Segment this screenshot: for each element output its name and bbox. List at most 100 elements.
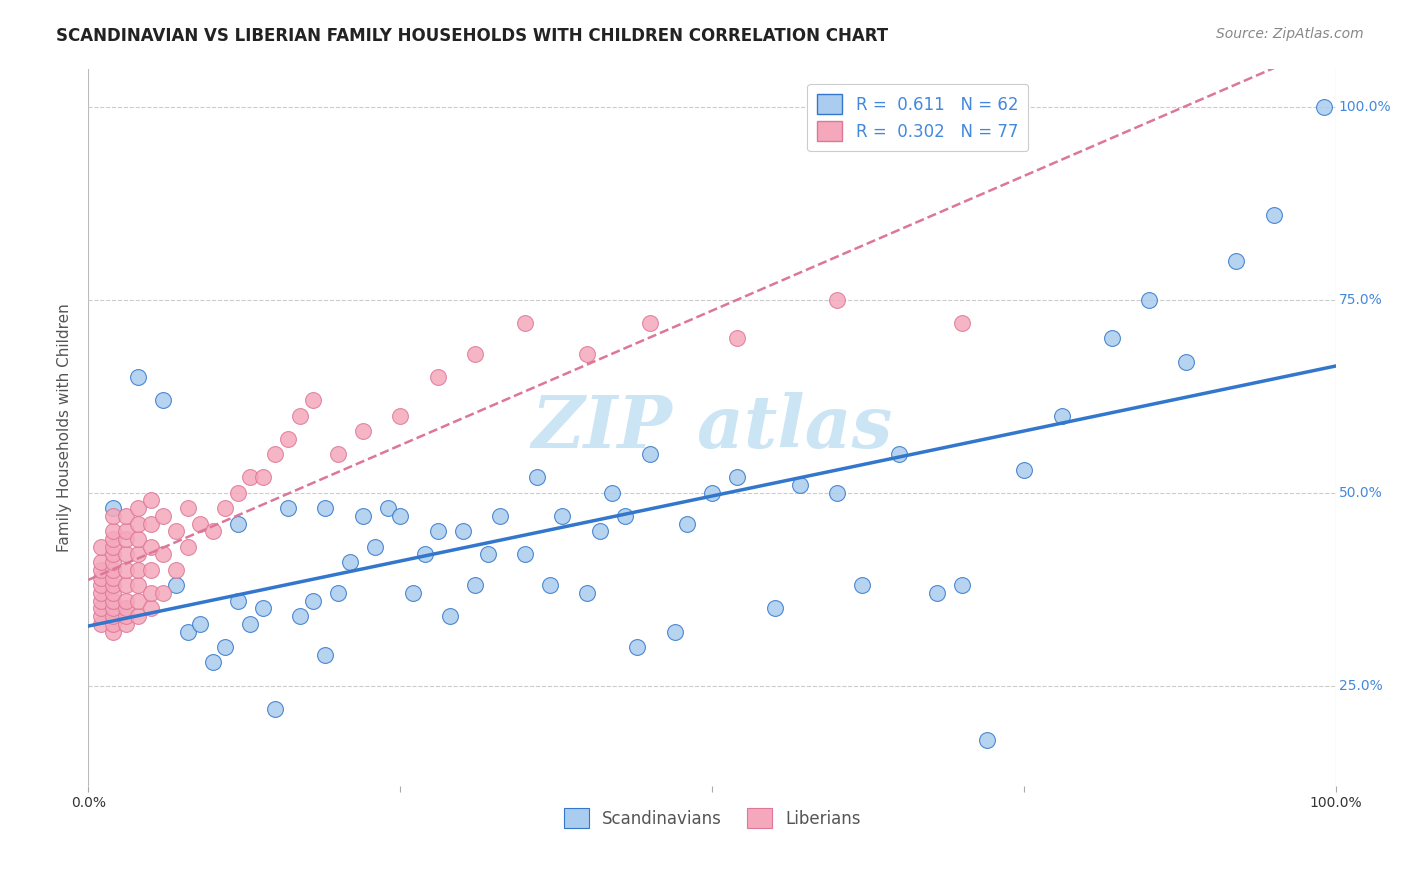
Y-axis label: Family Households with Children: Family Households with Children bbox=[58, 302, 72, 551]
Point bbox=[139, 563, 162, 577]
Point bbox=[264, 447, 287, 461]
Point bbox=[101, 578, 124, 592]
Point bbox=[352, 508, 374, 523]
Point bbox=[90, 609, 112, 624]
Point bbox=[1225, 254, 1247, 268]
Point bbox=[165, 578, 187, 592]
Text: 25.0%: 25.0% bbox=[1339, 679, 1382, 692]
Point bbox=[90, 540, 112, 554]
Point bbox=[339, 555, 361, 569]
Point bbox=[626, 640, 648, 654]
Point bbox=[613, 508, 636, 523]
Point bbox=[538, 578, 561, 592]
Point bbox=[101, 540, 124, 554]
Point bbox=[101, 548, 124, 562]
Point bbox=[239, 616, 262, 631]
Point bbox=[90, 586, 112, 600]
Point bbox=[114, 593, 136, 607]
Point bbox=[177, 501, 200, 516]
Point bbox=[139, 540, 162, 554]
Point bbox=[101, 609, 124, 624]
Point bbox=[101, 501, 124, 516]
Point bbox=[301, 393, 323, 408]
Point bbox=[139, 493, 162, 508]
Point bbox=[127, 516, 149, 531]
Point bbox=[101, 616, 124, 631]
Point bbox=[152, 548, 174, 562]
Point bbox=[464, 578, 486, 592]
Point bbox=[127, 370, 149, 384]
Point bbox=[152, 586, 174, 600]
Point bbox=[214, 640, 236, 654]
Point bbox=[551, 508, 574, 523]
Point bbox=[389, 508, 412, 523]
Point bbox=[114, 548, 136, 562]
Point bbox=[101, 593, 124, 607]
Point bbox=[1050, 409, 1073, 423]
Point bbox=[851, 578, 873, 592]
Point bbox=[489, 508, 512, 523]
Point bbox=[190, 616, 212, 631]
Text: 50.0%: 50.0% bbox=[1339, 486, 1382, 500]
Point bbox=[464, 347, 486, 361]
Point bbox=[439, 609, 461, 624]
Point bbox=[638, 447, 661, 461]
Point bbox=[326, 447, 349, 461]
Point bbox=[214, 501, 236, 516]
Text: 75.0%: 75.0% bbox=[1339, 293, 1382, 307]
Point bbox=[326, 586, 349, 600]
Point bbox=[101, 532, 124, 546]
Point bbox=[90, 601, 112, 615]
Point bbox=[725, 470, 748, 484]
Point bbox=[1101, 331, 1123, 345]
Point bbox=[114, 563, 136, 577]
Point bbox=[165, 524, 187, 539]
Point bbox=[90, 593, 112, 607]
Point bbox=[177, 540, 200, 554]
Point bbox=[127, 532, 149, 546]
Point bbox=[825, 485, 848, 500]
Point bbox=[114, 524, 136, 539]
Point bbox=[664, 624, 686, 639]
Point bbox=[526, 470, 548, 484]
Point bbox=[477, 548, 499, 562]
Point bbox=[290, 409, 312, 423]
Point bbox=[101, 601, 124, 615]
Point bbox=[352, 424, 374, 438]
Point bbox=[139, 516, 162, 531]
Point bbox=[389, 409, 412, 423]
Point bbox=[314, 648, 336, 662]
Point bbox=[114, 601, 136, 615]
Point bbox=[127, 609, 149, 624]
Point bbox=[201, 656, 224, 670]
Point bbox=[165, 563, 187, 577]
Point bbox=[314, 501, 336, 516]
Point bbox=[101, 524, 124, 539]
Point bbox=[638, 316, 661, 330]
Point bbox=[127, 563, 149, 577]
Point bbox=[277, 432, 299, 446]
Point bbox=[90, 563, 112, 577]
Point bbox=[576, 347, 599, 361]
Point bbox=[139, 601, 162, 615]
Point bbox=[725, 331, 748, 345]
Text: SCANDINAVIAN VS LIBERIAN FAMILY HOUSEHOLDS WITH CHILDREN CORRELATION CHART: SCANDINAVIAN VS LIBERIAN FAMILY HOUSEHOL… bbox=[56, 27, 889, 45]
Point bbox=[451, 524, 474, 539]
Point bbox=[90, 555, 112, 569]
Point bbox=[101, 555, 124, 569]
Point bbox=[101, 624, 124, 639]
Point bbox=[976, 732, 998, 747]
Point bbox=[90, 616, 112, 631]
Point bbox=[889, 447, 911, 461]
Text: Source: ZipAtlas.com: Source: ZipAtlas.com bbox=[1216, 27, 1364, 41]
Point bbox=[114, 508, 136, 523]
Point bbox=[950, 316, 973, 330]
Point bbox=[226, 485, 249, 500]
Point bbox=[789, 478, 811, 492]
Point bbox=[127, 501, 149, 516]
Point bbox=[426, 370, 449, 384]
Point bbox=[290, 609, 312, 624]
Point bbox=[90, 578, 112, 592]
Point bbox=[576, 586, 599, 600]
Legend: Scandinavians, Liberians: Scandinavians, Liberians bbox=[557, 801, 868, 835]
